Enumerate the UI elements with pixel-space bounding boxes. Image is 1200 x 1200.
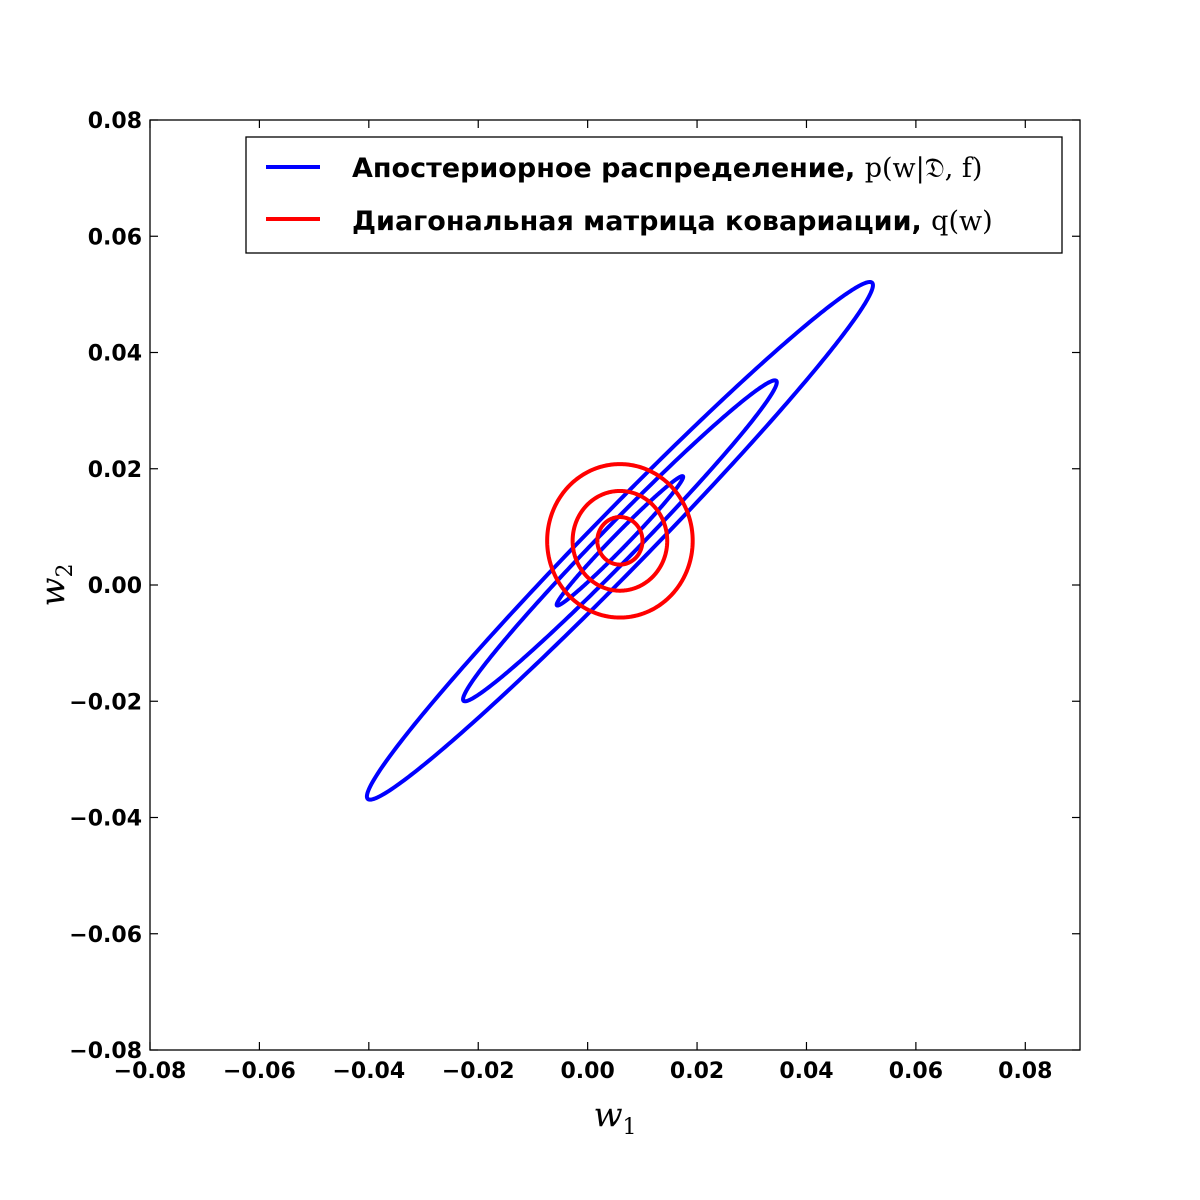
- legend-label-posterior: Апостериорное распределение, p(w|𝔇, f): [352, 153, 982, 184]
- svg-text:w2: w2: [33, 563, 78, 606]
- diagonal-contour-3: [595, 515, 645, 567]
- y-tick-label: 0.06: [88, 225, 142, 250]
- diagonal-contour-2: [570, 488, 670, 593]
- x-tick-label: −0.06: [223, 1059, 296, 1084]
- y-axis-label-subscript: 2: [53, 563, 78, 577]
- svg-text:w1: w1: [593, 1095, 636, 1140]
- posterior-contour-1: [364, 279, 875, 802]
- y-tick-label: 0.00: [88, 574, 142, 599]
- x-tick-label: 0.04: [779, 1059, 833, 1084]
- y-tick-label: −0.04: [69, 807, 142, 832]
- contour-layer: [364, 279, 875, 802]
- x-tick-label: 0.06: [889, 1059, 943, 1084]
- x-axis-label-main: w: [593, 1095, 622, 1135]
- y-axis-label-main: w: [33, 577, 73, 606]
- y-tick-label: −0.06: [69, 923, 142, 948]
- x-tick-label: 0.08: [998, 1059, 1052, 1084]
- x-axis-label-subscript: 1: [623, 1115, 637, 1140]
- x-tick-label: −0.04: [332, 1059, 405, 1084]
- posterior-contour-3: [554, 474, 686, 608]
- x-tick-label: 0.02: [670, 1059, 724, 1084]
- y-axis-label: w2: [33, 563, 78, 606]
- y-tick-label: −0.02: [69, 690, 142, 715]
- x-tick-label: 0.00: [561, 1059, 615, 1084]
- x-axis-label: w1: [593, 1095, 636, 1140]
- tick-layer: −0.08 −0.06 −0.04 −0.02 0.00 0.02 0.04 0.06 0.08…: [69, 109, 1080, 1084]
- legend-label-diagonal: Диагональная матрица ковариации, q(w): [352, 206, 993, 237]
- y-tick-label: 0.08: [88, 109, 142, 134]
- y-tick-label: −0.08: [69, 1039, 142, 1064]
- legend: Апостериорное распределение, p(w|𝔇, f) Д…: [245, 136, 1063, 254]
- posterior-contour-2: [461, 378, 779, 704]
- y-tick-label: 0.02: [88, 458, 142, 483]
- x-tick-label: −0.02: [442, 1059, 515, 1084]
- diagonal-contour-1: [545, 462, 695, 620]
- legend-box: [245, 136, 1063, 254]
- x-tick-label: −0.08: [114, 1059, 187, 1084]
- y-tick-label: 0.04: [88, 342, 142, 367]
